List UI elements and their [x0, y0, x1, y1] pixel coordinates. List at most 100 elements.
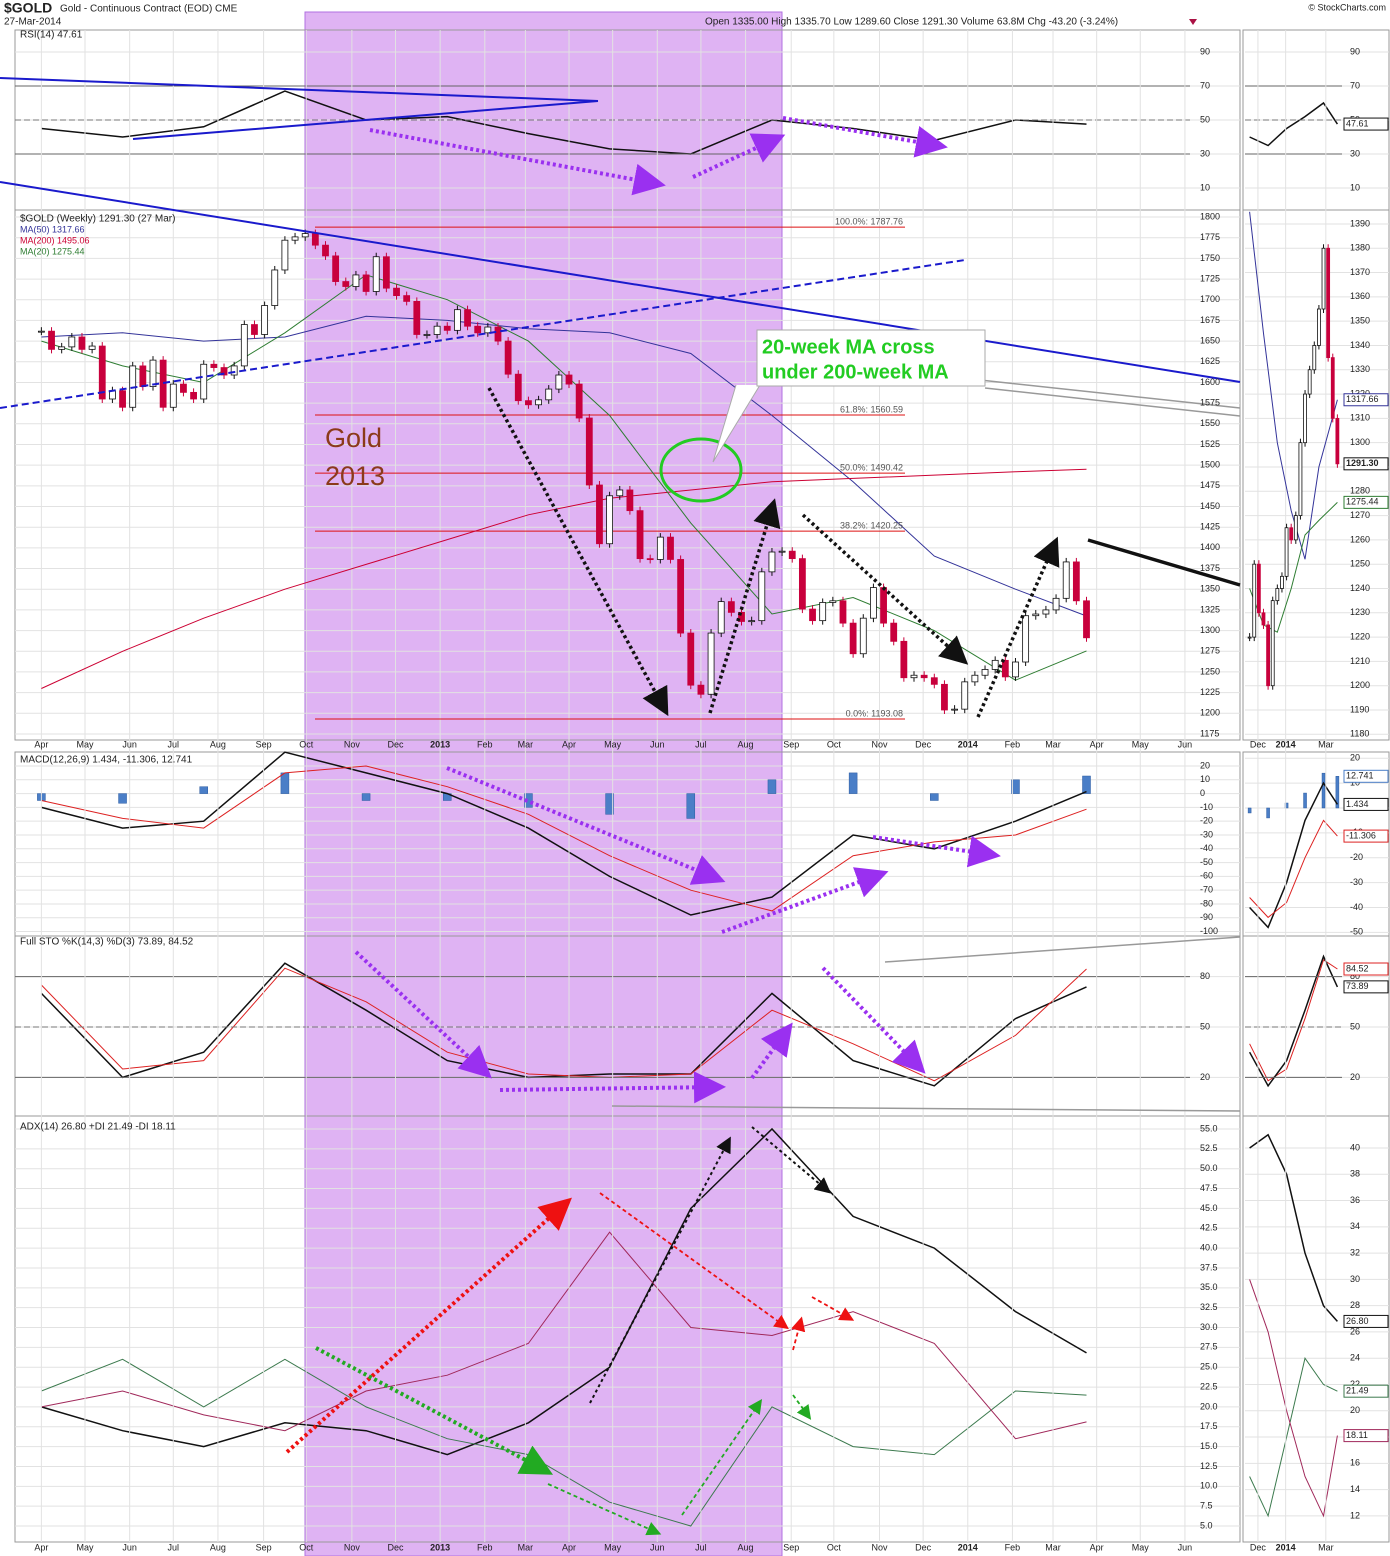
candle — [332, 255, 340, 282]
histogram-bar — [199, 786, 208, 794]
value-label: 26.80 — [1346, 1316, 1369, 1326]
candle — [190, 391, 197, 400]
histogram-bar — [1335, 776, 1340, 809]
candle — [68, 336, 76, 348]
candle — [656, 536, 664, 560]
candle — [200, 363, 208, 400]
candle — [890, 622, 898, 642]
y-tick-label: 1350 — [1350, 316, 1370, 326]
candle — [941, 683, 948, 711]
histogram-bar — [848, 772, 858, 794]
quote: Open 1335.00 High 1335.70 Low 1289.60 Cl… — [705, 17, 1118, 28]
value-label: 1291.30 — [1346, 458, 1379, 468]
y-tick-label: -10 — [1200, 802, 1213, 812]
x-tick-label: Oct — [299, 739, 314, 749]
candle — [1022, 615, 1030, 663]
candle — [1001, 659, 1009, 678]
y-tick-label: 1325 — [1200, 604, 1220, 614]
x-tick-label: Mar — [518, 1542, 534, 1552]
candle — [139, 365, 147, 387]
x-tick-label: Feb — [1005, 739, 1021, 749]
y-tick-label: 1625 — [1200, 356, 1220, 366]
candle — [778, 550, 786, 553]
y-tick-label: 20 — [1200, 760, 1210, 770]
candle — [1072, 561, 1080, 602]
y-tick-label: 10 — [1200, 182, 1210, 192]
candle — [169, 383, 177, 408]
histogram-bar — [605, 793, 614, 815]
x-tick-label: Sep — [783, 1542, 799, 1552]
x-tick-label: Jun — [650, 1542, 665, 1552]
candle — [606, 495, 614, 545]
y-tick-label: 5.0 — [1200, 1520, 1213, 1530]
y-tick-label: -80 — [1200, 898, 1213, 908]
y-tick-label: 1450 — [1200, 501, 1220, 511]
annotation: under 200-week MA — [762, 361, 949, 383]
series-line — [1249, 211, 1338, 560]
candle — [1270, 600, 1275, 687]
x-tick-label: Apr — [1090, 739, 1104, 749]
value-label: 1317.66 — [1346, 394, 1379, 404]
x-tick-label: Dec — [387, 739, 404, 749]
value-label-box — [1343, 829, 1389, 843]
value-label-box — [1343, 117, 1389, 131]
x-tick-label: Aug — [210, 739, 226, 749]
candle — [1247, 636, 1252, 639]
candle — [646, 558, 654, 561]
legend-entry: MA(200) 1495.06 — [20, 235, 90, 245]
y-tick-label: -40 — [1200, 843, 1213, 853]
value-label: 21.49 — [1346, 1386, 1369, 1396]
y-tick-label: 1675 — [1200, 315, 1220, 325]
candle — [748, 620, 756, 623]
y-tick-label: 47.5 — [1200, 1183, 1218, 1193]
candle — [596, 484, 603, 545]
histogram-bar — [524, 793, 533, 808]
candle — [951, 708, 958, 711]
x-tick-label: Oct — [827, 1542, 842, 1552]
candle — [555, 374, 563, 390]
y-tick-label: 22.5 — [1200, 1381, 1218, 1391]
candle — [1312, 345, 1317, 371]
y-tick-label: 1340 — [1350, 340, 1370, 350]
candle — [119, 390, 126, 408]
y-tick-label: 16 — [1350, 1458, 1360, 1468]
candle — [717, 601, 725, 634]
candle — [1252, 563, 1257, 638]
x-tick-label: Dec — [387, 1542, 404, 1552]
y-tick-label: 30 — [1350, 1274, 1360, 1284]
fib-label: 61.8%: 1560.59 — [840, 404, 903, 414]
y-tick-label: 1650 — [1200, 335, 1220, 345]
annotation: 2013 — [325, 461, 385, 491]
candle — [1083, 600, 1090, 639]
candle — [251, 324, 258, 335]
candle — [484, 326, 492, 334]
x-tick-label: May — [604, 739, 622, 749]
x-tick-label: 2014 — [958, 739, 978, 749]
candle — [758, 571, 766, 622]
y-tick-label: 50 — [1200, 1021, 1210, 1031]
y-tick-label: -70 — [1200, 885, 1213, 895]
candle — [738, 611, 745, 622]
legend-entry: MA(20) 1275.44 — [20, 246, 85, 256]
value-label-box — [1343, 1429, 1389, 1443]
x-tick-label: 2014 — [1276, 739, 1296, 749]
candle — [1330, 357, 1335, 419]
y-tick-label: 15.0 — [1200, 1441, 1218, 1451]
y-tick-label: -90 — [1200, 912, 1213, 922]
candle — [281, 239, 289, 271]
histogram-bar — [767, 779, 777, 794]
fib-label: 50.0%: 1490.42 — [840, 462, 903, 472]
value-label-box — [1343, 1314, 1389, 1328]
down-indicator — [1189, 19, 1197, 25]
y-tick-label: 20 — [1350, 753, 1360, 763]
y-tick-label: 40 — [1350, 1142, 1360, 1152]
y-tick-label: 55.0 — [1200, 1123, 1218, 1133]
histogram-bar — [118, 793, 127, 804]
x-tick-label: Nov — [871, 739, 888, 749]
y-tick-label: -20 — [1200, 816, 1213, 826]
fib-label: 38.2%: 1420.25 — [840, 520, 903, 530]
x-tick-label: Jun — [1178, 1542, 1193, 1552]
value-label: 18.11 — [1346, 1430, 1368, 1440]
series-line — [41, 315, 1087, 617]
y-tick-label: 1310 — [1350, 413, 1370, 423]
